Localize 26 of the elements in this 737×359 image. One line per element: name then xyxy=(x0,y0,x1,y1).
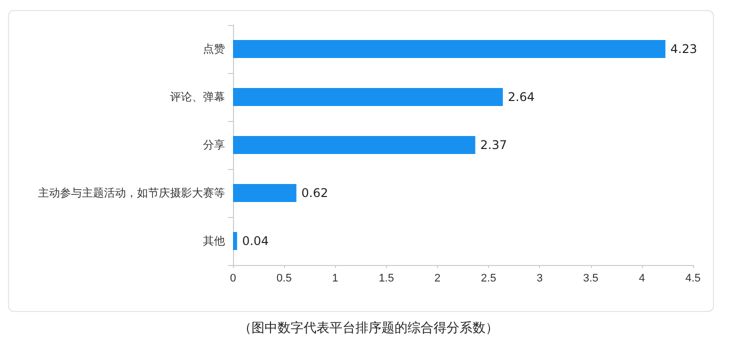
y-tick-label: 其他 xyxy=(203,234,225,248)
x-tick-label: 3.5 xyxy=(583,272,598,284)
y-tick-label: 分享 xyxy=(203,138,225,152)
x-tick-label: 0 xyxy=(230,272,236,284)
bar xyxy=(233,40,666,58)
x-tick-label: 1 xyxy=(332,272,338,284)
x-tick-label: 3 xyxy=(536,272,543,284)
y-tick-label: 点赞 xyxy=(203,42,225,56)
x-tick-label: 0.5 xyxy=(276,272,292,284)
x-tick-label: 2.5 xyxy=(480,272,496,284)
x-tick-label: 1.5 xyxy=(378,272,394,284)
data-label: 2.37 xyxy=(480,138,507,152)
data-label: 0.62 xyxy=(301,186,328,200)
bar xyxy=(233,136,476,154)
bar xyxy=(233,88,503,106)
x-tick-label: 2 xyxy=(434,272,441,284)
bar xyxy=(233,184,296,202)
y-tick-label: 主动参与主题活动，如节庆摄影大赛等 xyxy=(38,186,225,200)
bar xyxy=(233,232,238,250)
data-label: 0.04 xyxy=(242,234,269,248)
data-label: 4.23 xyxy=(670,42,698,56)
y-tick-label: 评论、弹幕 xyxy=(170,90,225,104)
x-tick-label: 4.5 xyxy=(685,272,701,284)
text: （图中数字代表平台排序题的综合得分系数） xyxy=(238,320,498,336)
data-label: 2.64 xyxy=(508,90,535,104)
x-tick-label: 4 xyxy=(638,272,645,284)
